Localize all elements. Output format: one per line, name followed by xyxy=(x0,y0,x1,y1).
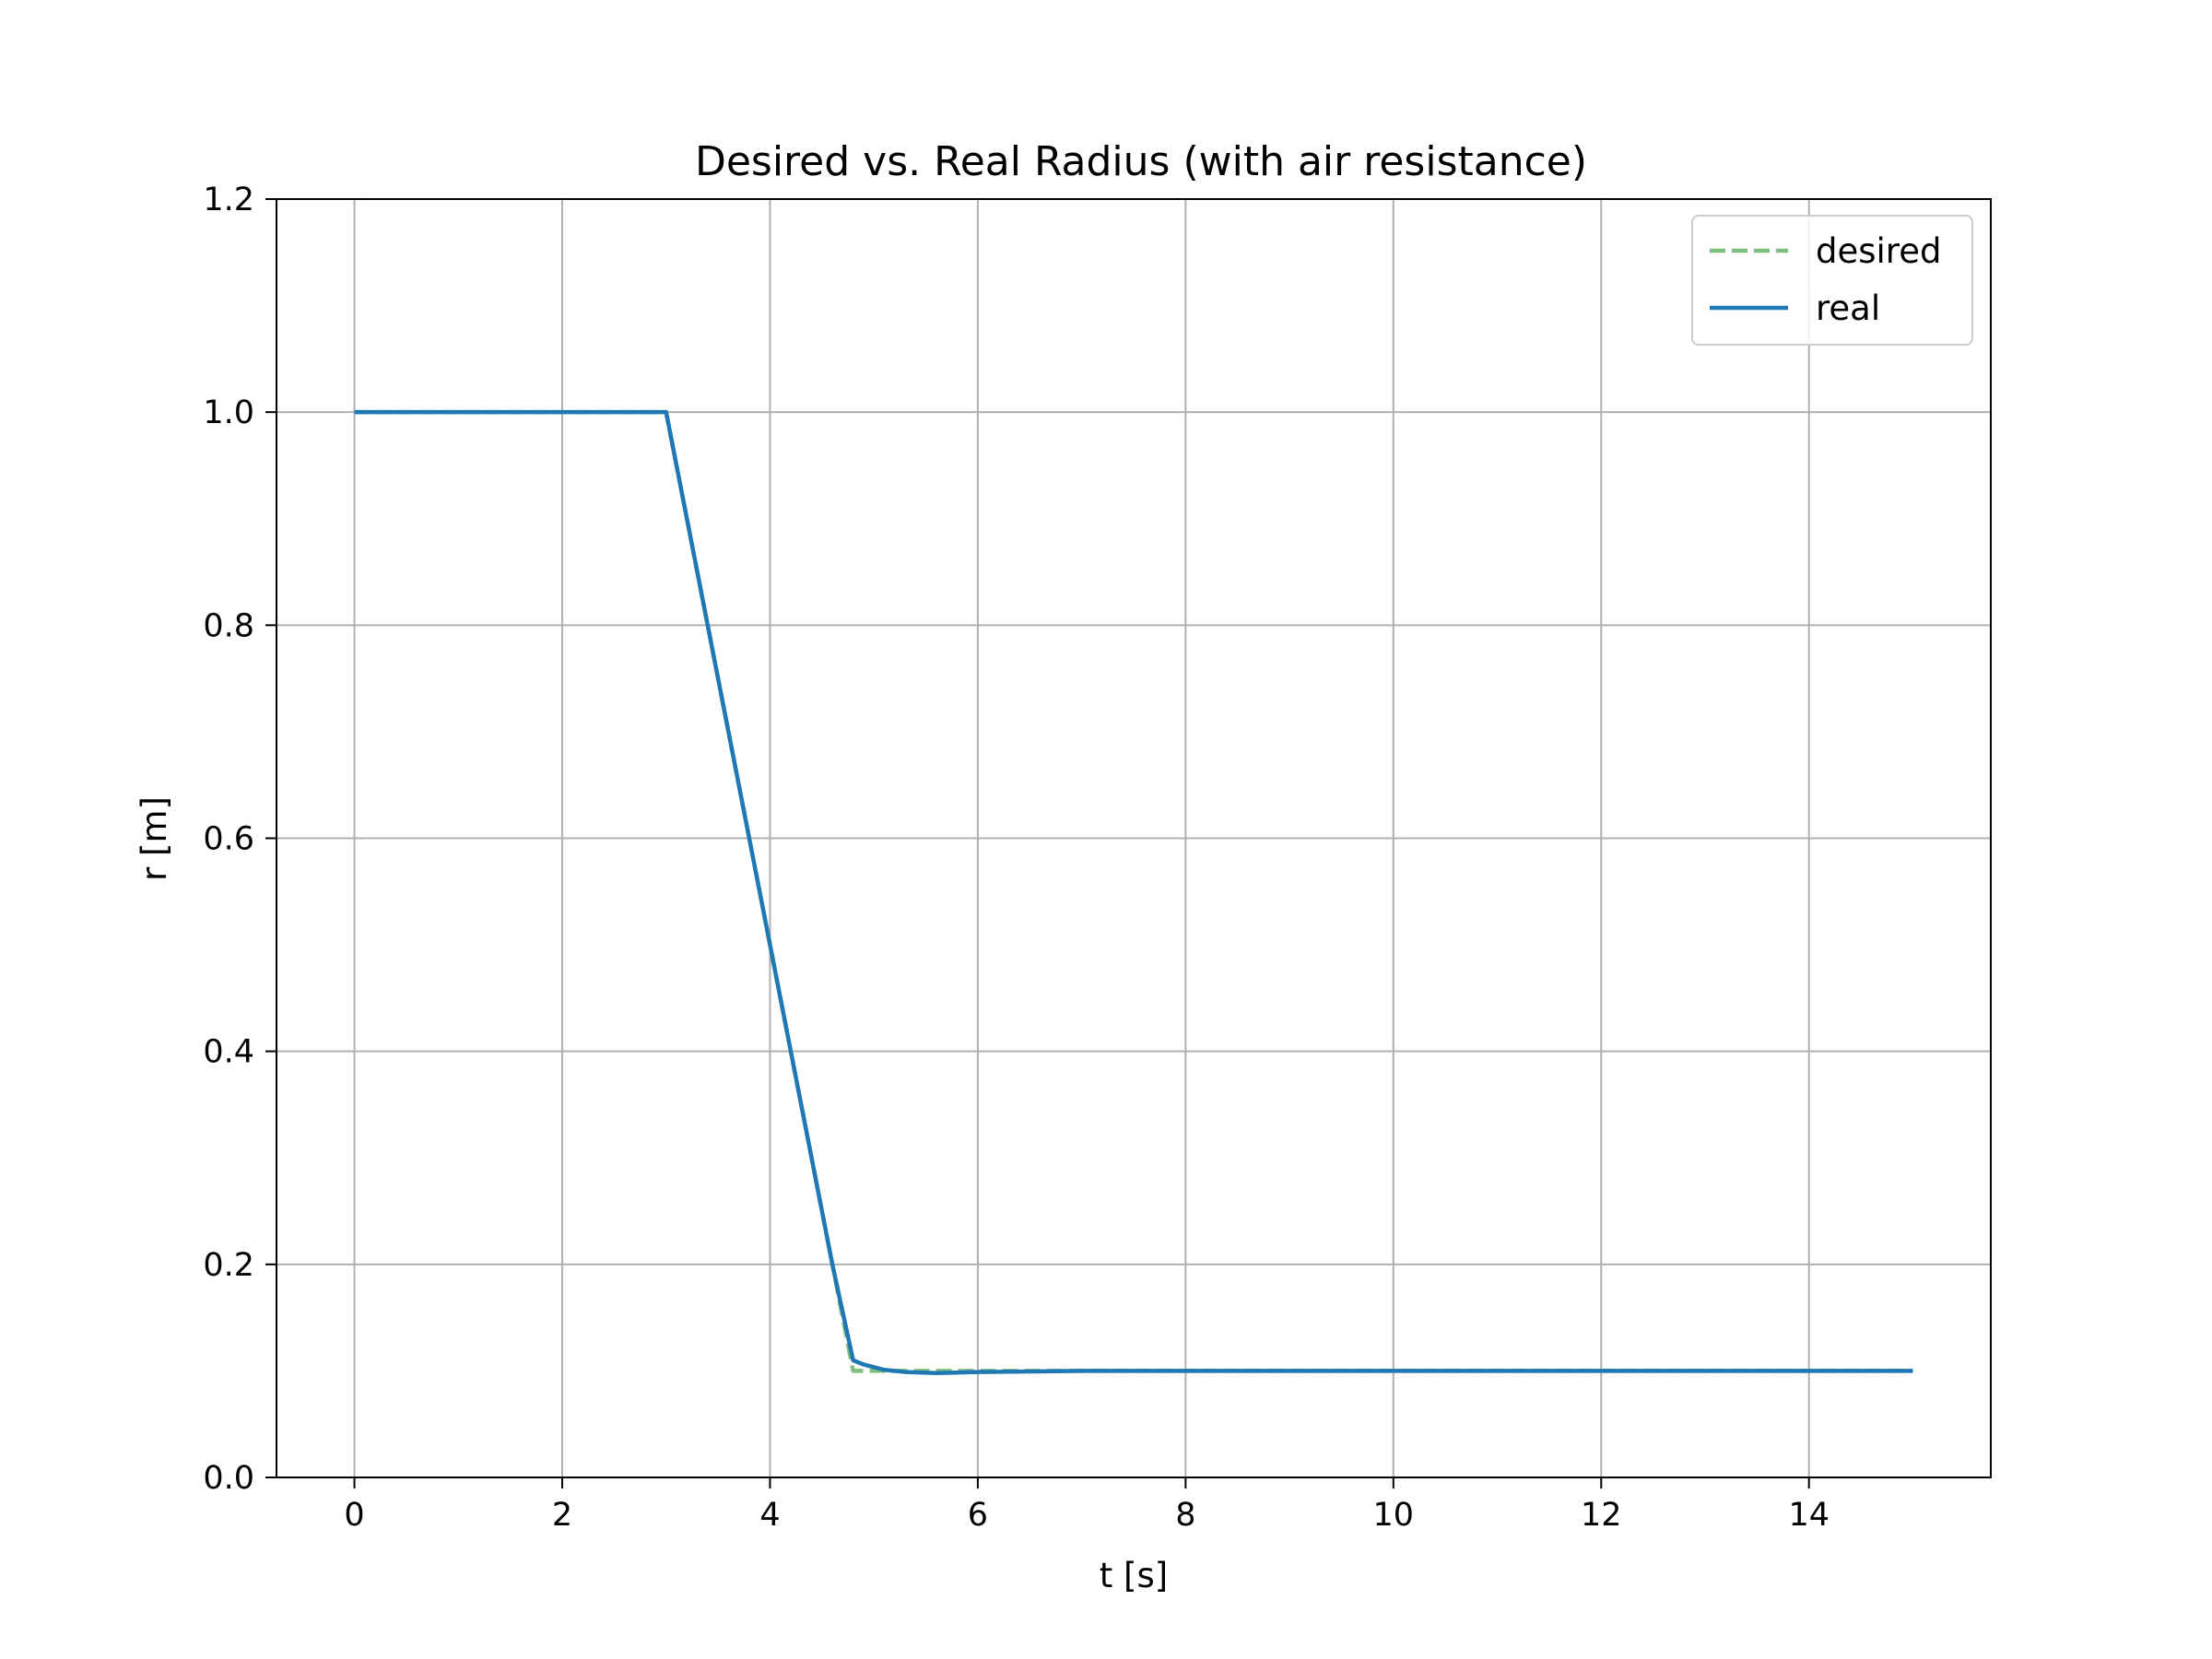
x-tick-label: 0 xyxy=(344,1497,364,1534)
grid xyxy=(276,198,1991,1478)
y-tick-label: 0.8 xyxy=(203,607,254,644)
series-line-real xyxy=(354,409,1913,1375)
y-axis-label: r [m] xyxy=(135,796,174,881)
y-tick-label: 0.4 xyxy=(203,1034,254,1071)
x-axis-label: t [s] xyxy=(1100,1556,1168,1595)
ticks: 0 2 4 6 8 10 12 14 0.0 0.2 0.4 0.6 0.8 1.0 1.2 xyxy=(203,182,1830,1534)
legend: desired real xyxy=(1691,215,1973,346)
chart-title: Desired vs. Real Radius (with air resist… xyxy=(695,138,1587,185)
x-tick-label: 12 xyxy=(1581,1497,1622,1534)
y-tick-label: 0.0 xyxy=(203,1460,254,1497)
x-tick-label: 6 xyxy=(968,1497,988,1534)
legend-box xyxy=(1691,215,1973,346)
y-tick-label: 0.6 xyxy=(203,821,254,858)
x-tick-label: 10 xyxy=(1373,1497,1415,1534)
y-tick-label: 1.0 xyxy=(203,394,254,431)
legend-label-real: real xyxy=(1816,288,1880,328)
x-tick-label: 4 xyxy=(759,1497,780,1534)
series-layer xyxy=(354,409,1913,1375)
x-tick-label: 14 xyxy=(1788,1497,1830,1534)
y-tick-label: 0.2 xyxy=(203,1247,254,1284)
x-tick-label: 8 xyxy=(1175,1497,1195,1534)
legend-label-desired: desired xyxy=(1816,231,1941,271)
y-tick-label: 1.2 xyxy=(203,182,254,218)
x-tick-label: 2 xyxy=(552,1497,572,1534)
